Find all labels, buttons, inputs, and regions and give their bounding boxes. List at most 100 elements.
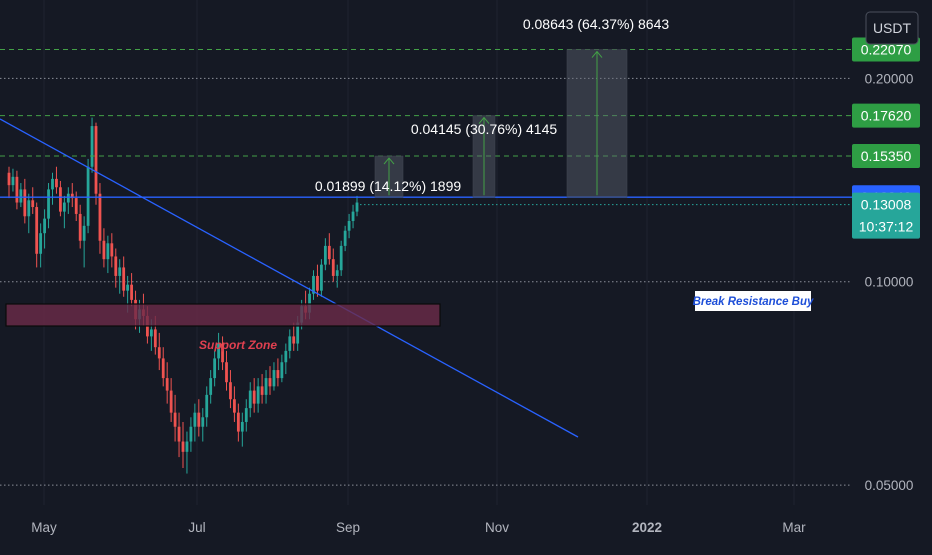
candle	[264, 378, 268, 395]
candle	[272, 370, 276, 387]
price-badge	[852, 103, 920, 128]
candle	[256, 386, 260, 404]
candle	[248, 390, 252, 409]
candle	[35, 207, 39, 254]
candle	[118, 267, 122, 276]
candle	[347, 221, 351, 231]
y-tick-label: 0.10000	[865, 275, 914, 290]
candle	[102, 240, 106, 260]
candle	[351, 211, 355, 222]
candle	[153, 329, 157, 348]
y-tick-label: 0.20000	[865, 71, 914, 86]
candle	[82, 225, 86, 241]
candle	[177, 426, 181, 442]
candle	[221, 343, 224, 363]
candle	[90, 126, 94, 167]
breakout-annotation	[695, 291, 811, 311]
candle	[209, 378, 213, 395]
candle	[233, 399, 236, 413]
candle	[268, 378, 272, 387]
currency-button[interactable]	[865, 11, 919, 45]
projection-label: 0.01899 (14.12%) 1899	[315, 178, 462, 194]
candle	[197, 412, 201, 427]
candle	[106, 243, 110, 260]
candle	[149, 329, 153, 337]
candle	[244, 408, 248, 422]
candle	[343, 230, 347, 246]
candle	[78, 213, 82, 241]
price-axis: 0.20000 0.10000 0.05000 0.22070 0.17620 0.153…	[852, 37, 920, 493]
last-price-badge	[852, 192, 920, 239]
candle	[55, 178, 58, 188]
candle	[327, 245, 331, 260]
candle	[23, 189, 27, 217]
descending-trendline	[0, 118, 579, 438]
candle	[236, 412, 240, 432]
last-price-label: 0.13008	[861, 197, 912, 213]
price-badge-label: 0.17620	[861, 108, 912, 124]
candle	[130, 284, 133, 300]
candle	[355, 202, 359, 212]
candle	[70, 193, 74, 199]
time-axis: May Jul Sep Nov 2022 Mar	[31, 520, 806, 535]
x-tick-label: Sep	[336, 520, 360, 535]
x-tick-label: Nov	[485, 520, 509, 535]
breakout-label: Break Resistance Buy	[693, 296, 814, 308]
candle	[94, 126, 98, 194]
candle	[43, 218, 46, 234]
candle	[51, 178, 54, 190]
candle	[114, 256, 118, 276]
price-badge-label: 0.15350	[861, 148, 912, 164]
support-zone-label: Support Zone	[199, 338, 277, 352]
candle	[62, 202, 66, 212]
y-tick-label: 0.05000	[865, 478, 914, 493]
candle	[331, 259, 335, 276]
candle	[169, 390, 173, 413]
candle	[11, 176, 15, 186]
candle	[201, 417, 205, 427]
candle	[122, 267, 126, 291]
candle	[292, 336, 296, 344]
candle	[126, 284, 130, 291]
candle	[66, 193, 70, 203]
candle	[59, 187, 62, 212]
candle	[335, 270, 339, 276]
projection-label: 0.04145 (30.76%) 4145	[411, 121, 558, 137]
candle	[161, 358, 165, 379]
candle	[39, 233, 43, 254]
x-tick-label: 2022	[632, 520, 662, 535]
price-badge	[852, 144, 920, 169]
candle	[276, 370, 280, 379]
candle	[157, 347, 161, 359]
candle	[185, 441, 189, 452]
candle	[217, 343, 220, 359]
x-tick-label: Mar	[782, 520, 806, 535]
candle	[19, 189, 23, 203]
candle	[280, 362, 284, 379]
candle	[323, 245, 327, 265]
candles-layer	[7, 117, 359, 474]
candle	[47, 189, 50, 219]
lines-layer	[0, 49, 852, 438]
candle	[165, 378, 169, 391]
grid	[0, 0, 852, 505]
projection-arrow-head	[478, 116, 490, 124]
currency-button-label: USDT	[873, 20, 912, 36]
candle	[181, 441, 185, 452]
candle	[320, 264, 323, 291]
x-tick-label: May	[31, 520, 57, 535]
projection-arrow-head	[383, 157, 395, 165]
candle	[316, 275, 319, 291]
candle	[193, 412, 197, 427]
candle	[260, 386, 264, 395]
candle	[213, 358, 217, 379]
projection-arrow-head	[591, 50, 603, 58]
candle	[7, 172, 11, 186]
candle	[229, 382, 232, 400]
candle	[31, 200, 35, 208]
candle	[27, 200, 31, 217]
candle	[86, 166, 90, 226]
